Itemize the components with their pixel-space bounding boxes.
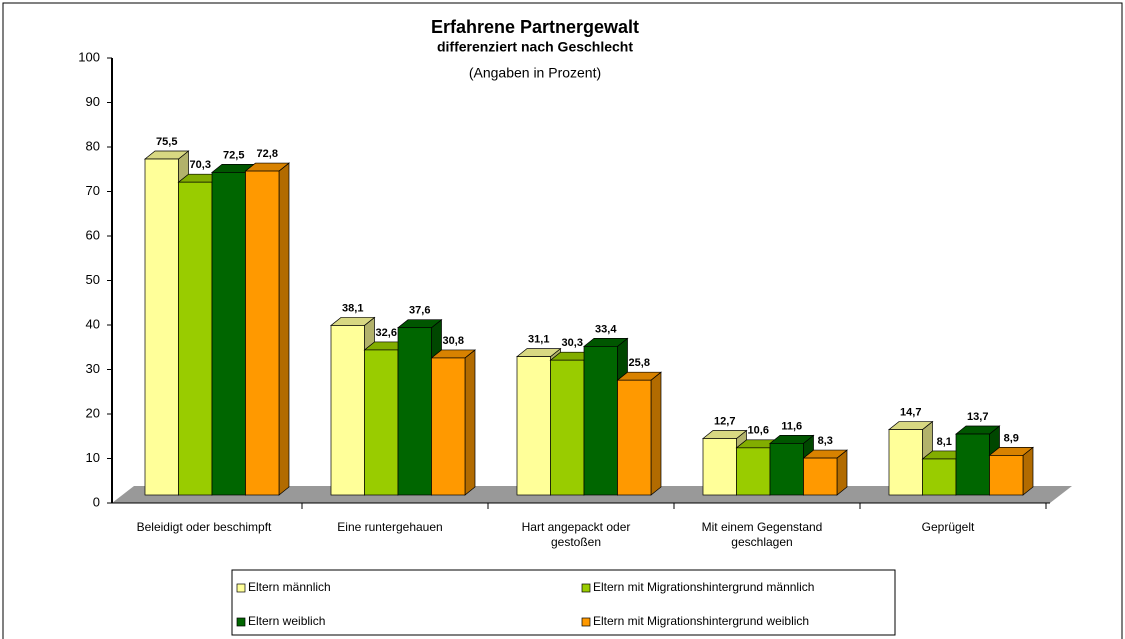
bar: [245, 170, 280, 496]
y-tick-label: 70: [86, 183, 100, 198]
bar: [702, 438, 737, 496]
y-tick-label: 30: [86, 361, 100, 376]
bar: [178, 181, 213, 496]
bar: [989, 455, 1024, 496]
data-label: 38,1: [342, 302, 363, 314]
data-label: 11,6: [781, 420, 802, 432]
bar-side: [278, 162, 290, 496]
y-tick-label: 20: [86, 405, 100, 420]
data-label: 13,7: [967, 411, 988, 423]
bar: [617, 379, 652, 496]
y-tick-label: 60: [86, 227, 100, 242]
legend-swatch: [581, 617, 591, 627]
data-label: 12,7: [714, 415, 735, 427]
bar: [955, 433, 990, 496]
data-label: 30,3: [562, 337, 583, 349]
x-tick-label: Mit einem Gegenstand geschlagen: [701, 520, 823, 549]
legend-swatch: [236, 617, 246, 627]
bar: [550, 359, 585, 496]
chart-subtitle: differenziert nach Geschlecht: [437, 39, 633, 55]
data-label: 72,5: [223, 149, 244, 161]
data-label: 30,8: [443, 335, 464, 347]
y-tick-label: 50: [86, 272, 100, 287]
y-tick-label: 40: [86, 316, 100, 331]
data-label: 14,7: [900, 406, 921, 418]
chart-title: Erfahrene Partnergewalt: [431, 17, 639, 37]
bar: [769, 443, 804, 496]
bar: [144, 158, 179, 496]
data-label: 8,1: [937, 436, 952, 448]
chart-note: (Angaben in Prozent): [469, 65, 601, 81]
data-label: 72,8: [257, 148, 278, 160]
bar: [922, 458, 957, 496]
data-label: 10,6: [748, 425, 769, 437]
y-tick-label: 100: [78, 49, 100, 64]
data-label: 8,9: [1004, 432, 1019, 444]
bar: [888, 429, 923, 496]
y-tick-label: 10: [86, 450, 100, 465]
bar: [736, 447, 771, 496]
bar: [583, 346, 618, 496]
x-tick-label: Eine runtergehauen: [337, 520, 443, 534]
legend-swatch: [236, 583, 246, 593]
legend-label: Eltern weiblich: [248, 614, 325, 628]
data-label: 8,3: [818, 435, 833, 447]
y-tick-label: 90: [86, 94, 100, 109]
bar-side: [464, 349, 476, 496]
legend-label: Eltern mit Migrationshintergrund männlic…: [593, 580, 814, 594]
data-label: 32,6: [376, 327, 397, 339]
x-tick-label: Beleidigt oder beschimpft: [136, 520, 272, 534]
data-label: 25,8: [629, 357, 650, 369]
data-label: 31,1: [528, 334, 549, 346]
y-tick-label: 80: [86, 138, 100, 153]
x-tick-label: Geprügelt: [921, 520, 975, 534]
bar: [397, 327, 432, 496]
legend-box: [231, 569, 896, 636]
bar-side: [650, 371, 662, 496]
legend-label: Eltern männlich: [248, 580, 331, 594]
bar: [364, 349, 399, 496]
bar: [330, 325, 365, 496]
x-tick-label: Hart angepackt oder gestoßen: [521, 520, 631, 549]
legend-label: Eltern mit Migrationshintergrund weiblic…: [593, 614, 809, 628]
data-label: 70,3: [190, 159, 211, 171]
bar: [803, 457, 838, 496]
bar: [211, 172, 246, 496]
data-label: 33,4: [595, 323, 617, 335]
legend-swatch: [581, 583, 591, 593]
data-label: 37,6: [409, 305, 430, 317]
bar: [431, 357, 466, 496]
y-tick-label: 0: [93, 494, 100, 509]
data-label: 75,5: [156, 136, 177, 148]
bar: [516, 356, 551, 496]
